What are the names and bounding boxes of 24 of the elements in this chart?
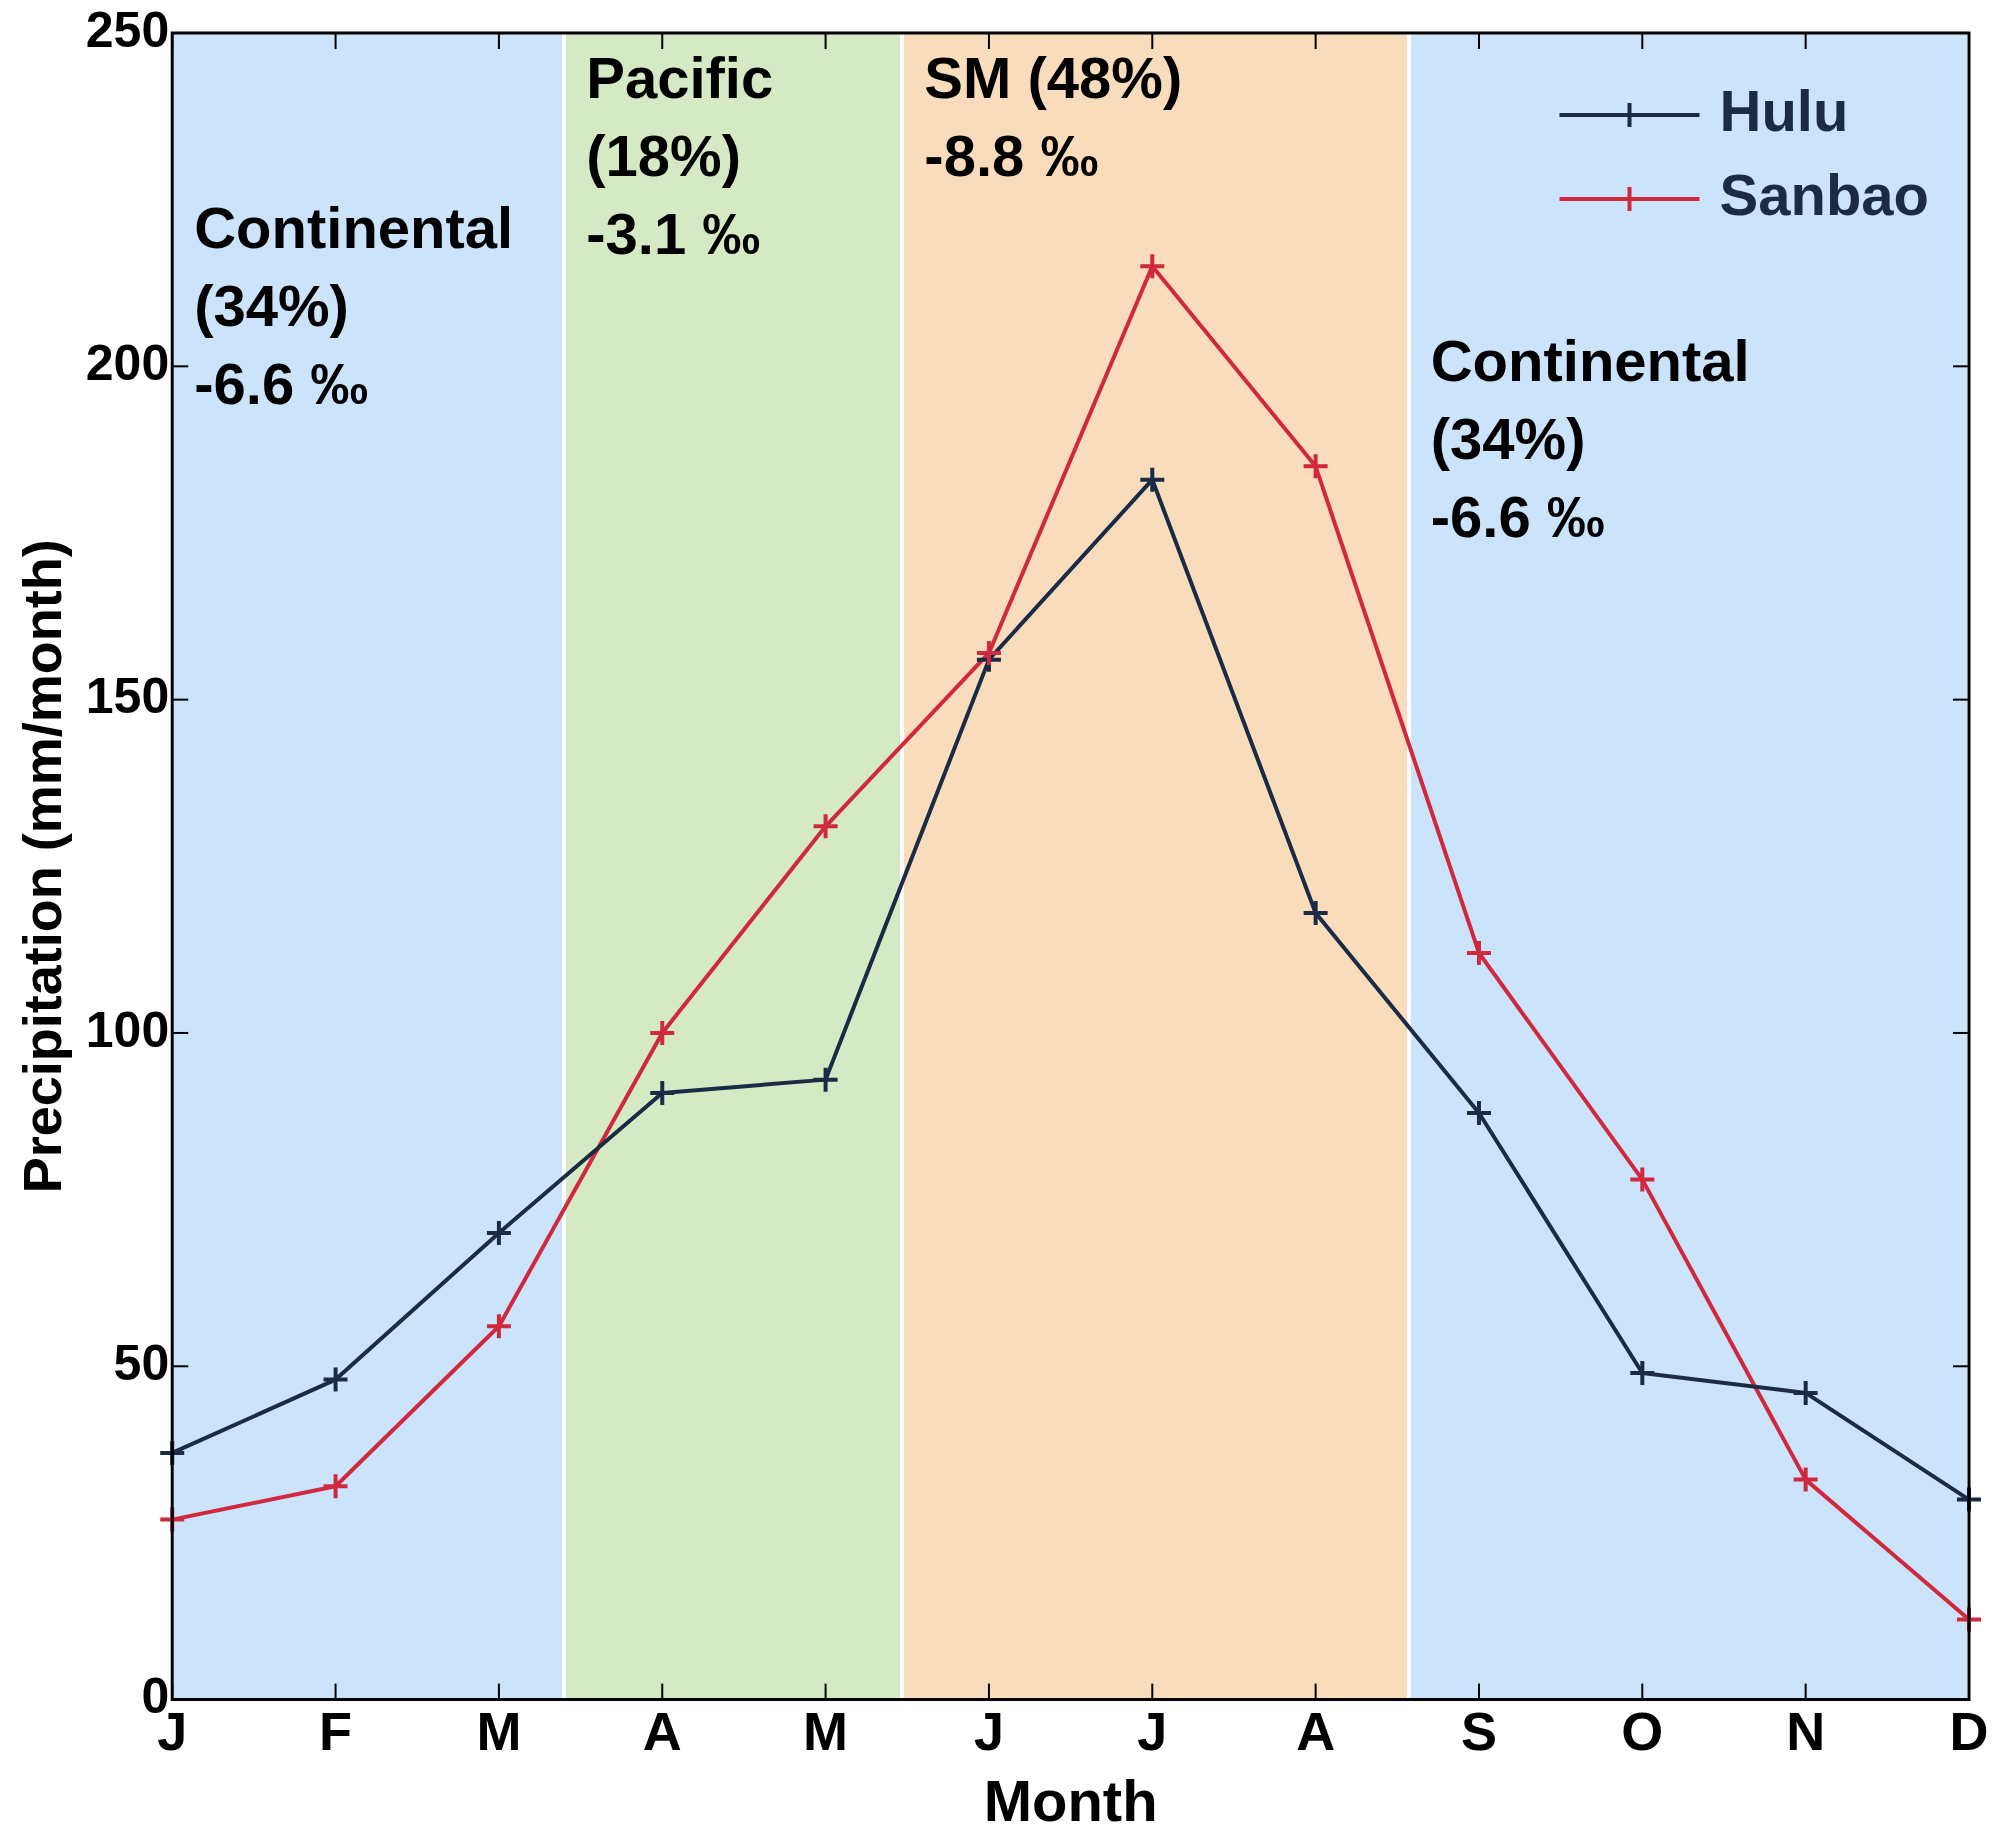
y-tick-label: 100 bbox=[85, 1001, 170, 1058]
annotation: Continental (34%) -6.6 ‰ bbox=[1430, 328, 1750, 550]
y-tick-label: 150 bbox=[85, 668, 170, 725]
x-tick-label: M bbox=[803, 1700, 849, 1761]
annotation: Pacific (18%) -3.1 ‰ bbox=[586, 45, 774, 266]
y-axis-title: Precipitation (mm/month) bbox=[12, 539, 73, 1194]
y-tick-label: 200 bbox=[85, 335, 170, 392]
legend-label: Sanbao bbox=[1719, 162, 1930, 227]
x-tick-label: A bbox=[642, 1700, 682, 1761]
x-tick-label: N bbox=[1786, 1700, 1826, 1761]
legend-label: Hulu bbox=[1719, 78, 1849, 143]
x-tick-label: D bbox=[1949, 1700, 1989, 1761]
x-tick-label: J bbox=[973, 1700, 1004, 1761]
x-axis-title: Month bbox=[983, 1768, 1158, 1834]
annotation: SM (48%) -8.8 ‰ bbox=[924, 45, 1183, 188]
x-tick-label: J bbox=[1137, 1700, 1168, 1761]
x-tick-label: M bbox=[476, 1700, 522, 1761]
x-tick-label: O bbox=[1621, 1700, 1664, 1761]
y-tick-label: 50 bbox=[113, 1335, 170, 1392]
x-tick-label: F bbox=[319, 1700, 353, 1761]
y-tick-label: 250 bbox=[85, 1, 170, 58]
annotation: Continental (34%) -6.6 ‰ bbox=[194, 194, 514, 416]
x-tick-label: S bbox=[1460, 1700, 1497, 1761]
x-tick-label: A bbox=[1296, 1700, 1336, 1761]
